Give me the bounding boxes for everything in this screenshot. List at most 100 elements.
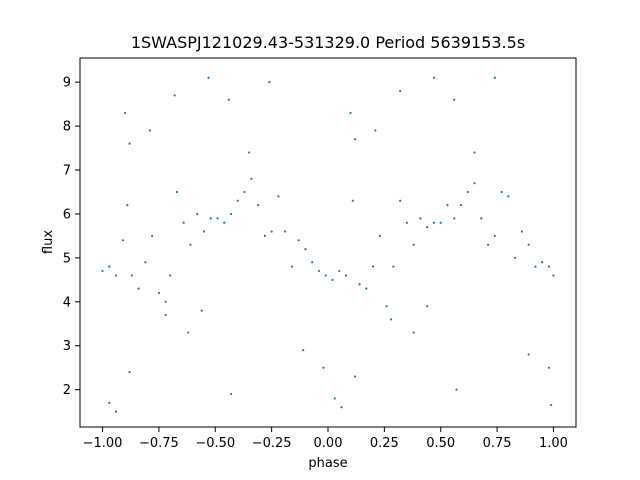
scatter-points	[101, 76, 555, 413]
data-point	[144, 261, 147, 264]
data-point	[207, 76, 210, 79]
data-point	[304, 247, 307, 251]
data-point	[196, 212, 199, 216]
data-point	[236, 199, 239, 202]
x-tick-label: 0.50	[426, 436, 455, 451]
data-point	[527, 243, 530, 246]
data-point	[432, 221, 436, 224]
data-point	[353, 375, 357, 378]
data-point	[493, 76, 496, 79]
data-point	[385, 305, 388, 308]
data-point	[157, 291, 161, 295]
data-point	[229, 392, 233, 396]
data-point	[453, 217, 456, 220]
x-tick-label: 0.25	[370, 436, 399, 451]
data-point	[243, 190, 246, 194]
data-point	[439, 221, 442, 224]
data-point	[202, 230, 206, 233]
data-point	[353, 138, 357, 141]
data-point	[270, 230, 273, 233]
data-point	[101, 269, 104, 273]
data-point	[151, 234, 154, 238]
data-point	[534, 265, 537, 268]
data-point	[114, 274, 118, 277]
x-tick-label: −0.50	[195, 436, 235, 451]
data-point	[419, 217, 422, 220]
y-axis: 2 3 4 5 6 7 8 9	[63, 76, 80, 398]
data-point	[351, 199, 354, 202]
data-point	[268, 81, 271, 84]
data-point	[209, 217, 212, 220]
plot-area-frame	[79, 57, 577, 428]
x-tick-label: −0.75	[139, 436, 179, 451]
data-point	[257, 204, 260, 207]
data-point	[277, 195, 280, 198]
data-point	[493, 234, 496, 238]
data-point	[128, 370, 131, 374]
y-tick-label: 7	[63, 164, 71, 179]
data-point	[547, 265, 551, 268]
data-point	[311, 261, 314, 264]
data-point	[338, 269, 341, 273]
data-point	[473, 182, 476, 185]
data-point	[392, 265, 395, 268]
data-point	[227, 98, 230, 101]
data-point	[390, 318, 393, 321]
data-point	[331, 278, 334, 281]
data-point	[108, 265, 111, 268]
data-point	[164, 300, 167, 303]
data-point	[114, 410, 118, 413]
data-point	[520, 230, 523, 233]
data-point	[500, 190, 503, 194]
data-point	[229, 212, 233, 216]
data-point	[344, 274, 348, 277]
data-point	[412, 331, 415, 334]
x-axis-label: phase	[308, 456, 347, 471]
y-tick-label: 3	[63, 339, 71, 354]
x-tick-label: 0.75	[483, 436, 512, 451]
data-point	[507, 195, 510, 198]
data-point	[432, 76, 436, 79]
data-point	[108, 401, 111, 404]
data-point	[455, 388, 458, 391]
data-point	[130, 274, 133, 277]
y-tick-label: 8	[63, 120, 71, 135]
data-point	[126, 204, 129, 207]
data-point	[250, 177, 253, 180]
data-point	[514, 256, 517, 259]
data-point	[473, 151, 476, 154]
data-point	[378, 234, 381, 238]
data-point	[263, 234, 266, 238]
data-point	[340, 406, 343, 409]
data-point	[297, 239, 300, 242]
data-point	[333, 397, 336, 400]
data-point	[123, 111, 127, 115]
y-tick-label: 9	[63, 76, 71, 91]
data-point	[169, 274, 172, 277]
data-point	[371, 265, 375, 268]
data-point	[223, 221, 226, 224]
data-point	[426, 305, 429, 308]
y-tick-label: 6	[63, 207, 71, 222]
y-axis-label: flux	[41, 230, 56, 254]
data-point	[324, 274, 327, 277]
data-point	[552, 274, 555, 277]
data-point	[121, 239, 124, 242]
data-point	[550, 403, 553, 407]
data-point	[486, 243, 490, 246]
data-point	[399, 199, 402, 202]
data-point	[189, 243, 192, 246]
x-axis: −1.00 −0.75 −0.50 −0.25 0.00 0.25 0.50 0.75 1.00	[83, 427, 568, 451]
x-tick-label: −1.00	[83, 436, 123, 451]
data-point	[365, 287, 368, 290]
x-tick-label: −0.25	[252, 436, 292, 451]
y-tick-label: 5	[63, 251, 71, 266]
data-point	[412, 243, 415, 246]
data-point	[322, 366, 325, 369]
data-point	[317, 269, 321, 273]
data-point	[527, 353, 530, 356]
data-point	[541, 261, 544, 264]
data-point	[374, 129, 377, 132]
data-point	[399, 89, 402, 93]
